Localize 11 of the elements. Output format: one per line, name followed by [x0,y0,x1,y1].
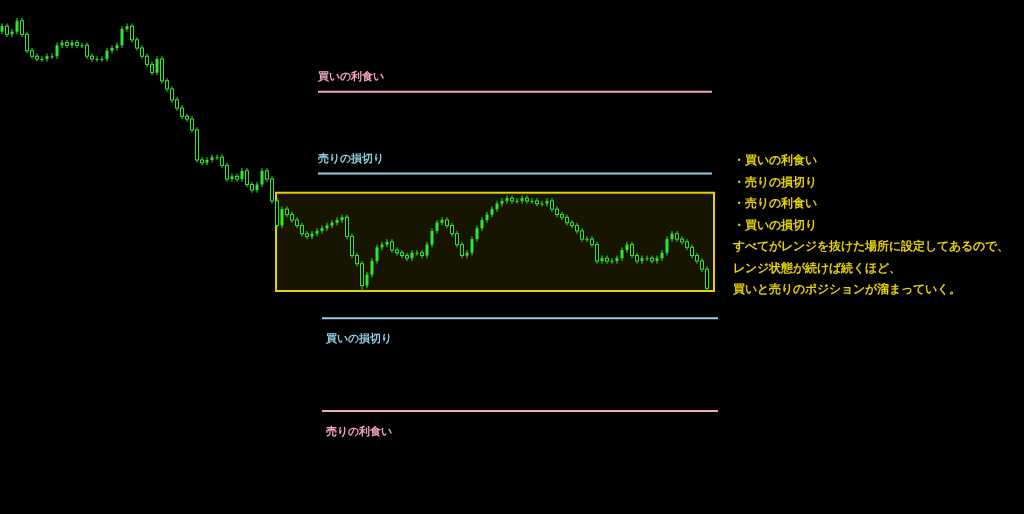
text: ・売りの利食い [733,196,817,210]
ref-line-label: 売りの損切り [318,151,384,165]
ref-line-label: 売りの利食い [326,425,392,439]
text: ・買いの利食い [733,153,817,167]
text: すべてがレンジを抜けた場所に設定してあるので、 [732,239,1009,253]
text: ・買いの損切り [733,217,817,232]
text: ・売りの損切り [733,174,817,189]
text: 買いと売りのポジションが溜まっていく。 [732,282,961,296]
text: レンジ状態が続けば続くほど、 [733,260,901,275]
ref-line-label: 買いの利食い [317,69,384,83]
ref-line-label: 買いの損切り [325,332,392,346]
